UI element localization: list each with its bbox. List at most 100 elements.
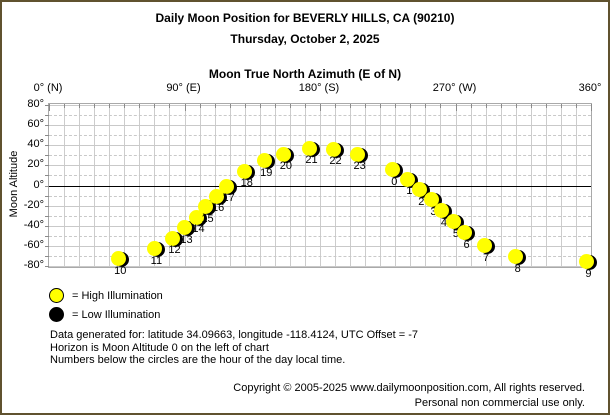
left-tick (45, 235, 49, 237)
moon-disc-icon (164, 230, 180, 246)
hour-label: 13 (180, 233, 193, 246)
y-tick-label: 60° (27, 118, 44, 131)
top-tick (229, 104, 231, 108)
top-tick (289, 104, 291, 108)
top-tick (365, 104, 367, 108)
hour-label: 5 (452, 227, 460, 240)
moon-disc-icon (508, 249, 524, 265)
top-tick (515, 104, 517, 108)
moon-disc-icon (384, 162, 400, 178)
top-tick (395, 104, 397, 108)
moon-disc-icon (198, 199, 214, 215)
moon-disc-icon (208, 188, 224, 204)
low-illumination-swatch (49, 307, 64, 322)
left-tick (45, 215, 49, 217)
top-tick (530, 104, 532, 108)
moon-disc-icon (219, 178, 235, 194)
left-tick (45, 255, 49, 257)
left-tick (45, 125, 49, 127)
footer-line-coordinates: Data generated for: latitude 34.09663, l… (50, 329, 419, 341)
top-tick (169, 104, 171, 108)
top-tick (545, 104, 547, 108)
hour-label: 12 (168, 244, 181, 257)
left-tick (45, 245, 49, 247)
left-tick (45, 205, 49, 207)
hour-label: 15 (201, 212, 214, 225)
footer-line-horizon: Horizon is Moon Altitude 0 on the left o… (50, 342, 269, 354)
top-tick (79, 104, 81, 108)
top-tick (124, 104, 126, 108)
moon-disc-icon (434, 203, 450, 219)
moon-disc-icon (399, 171, 415, 187)
y-tick-label: 80° (27, 98, 44, 110)
hour-label: 19 (260, 166, 273, 179)
y-tick-label: 20° (27, 158, 44, 171)
left-tick (45, 265, 49, 267)
x-tick-label: 360° (578, 82, 602, 94)
gridline-horizontal (49, 245, 591, 247)
moon-disc-icon (146, 241, 162, 257)
gridline-horizontal (49, 175, 591, 177)
top-tick (350, 104, 352, 108)
top-tick (94, 104, 96, 108)
moon-disc-icon (177, 220, 192, 236)
top-tick (304, 104, 306, 108)
hour-label: 2 (418, 195, 425, 208)
left-tick (45, 115, 49, 117)
hour-label: 0 (391, 175, 398, 188)
y-tick-label: 0° (33, 178, 44, 191)
top-tick (485, 104, 487, 108)
top-tick (199, 104, 201, 108)
top-tick (109, 104, 111, 108)
gridline-horizontal (49, 225, 591, 227)
left-tick (45, 175, 49, 177)
moon-disc-icon (110, 251, 126, 267)
x-tick-label: 0° (N) (33, 82, 63, 94)
x-tick-label: 270° (W) (432, 82, 477, 94)
top-tick (184, 104, 186, 111)
high-illumination-label: = High Illumination (72, 290, 163, 302)
gridline-horizontal (49, 235, 591, 237)
hour-label: 8 (514, 262, 521, 275)
top-tick (575, 104, 577, 108)
low-illumination-label: = Low Illumination (72, 309, 161, 321)
gridline-horizontal (49, 125, 591, 127)
y-tick-label: -20° (23, 198, 44, 211)
top-tick (154, 104, 156, 108)
hour-label: 4 (440, 216, 447, 229)
left-tick (45, 225, 49, 227)
top-tick (470, 104, 472, 108)
top-tick (320, 104, 321, 111)
hour-label: 21 (305, 154, 318, 167)
moon-disc-icon (446, 214, 462, 230)
moon-disc-icon (457, 225, 473, 241)
chart-subtitle: Thursday, October 2, 2025 (230, 32, 380, 46)
plot-area: 0 1 2 3 4 5 6 7 8 9 10 11 12 13 14 15 16 17 18 19 20 21 22 23 (45, 103, 597, 279)
top-tick (259, 104, 261, 108)
moon-disc-icon (301, 140, 317, 156)
horizon-line (49, 185, 591, 187)
gridline-horizontal (49, 165, 591, 167)
left-tick (45, 145, 49, 147)
top-tick (139, 104, 141, 108)
hour-label: 9 (585, 267, 592, 280)
top-tick (500, 104, 502, 108)
hour-label: 22 (329, 155, 342, 168)
hour-label: 1 (406, 185, 413, 198)
top-tick (425, 104, 427, 108)
gridline-horizontal (49, 205, 591, 207)
moon-disc-icon (411, 182, 427, 198)
gridline-horizontal (49, 145, 591, 147)
top-tick (591, 104, 592, 111)
x-axis-title: Moon True North Azimuth (E of N) (208, 67, 402, 81)
y-tick-label: 40° (27, 138, 44, 151)
hour-label: 16 (211, 202, 225, 215)
moon-disc-icon (256, 153, 272, 169)
top-tick (244, 104, 246, 108)
gridline-horizontal (49, 115, 591, 117)
hour-label: 17 (222, 192, 235, 204)
moon-disc-icon (237, 163, 253, 179)
chart-title: Daily Moon Position for BEVERLY HILLS, C… (155, 11, 455, 25)
y-tick-label: -40° (23, 218, 44, 231)
x-tick-label: 90° (E) (166, 82, 201, 94)
